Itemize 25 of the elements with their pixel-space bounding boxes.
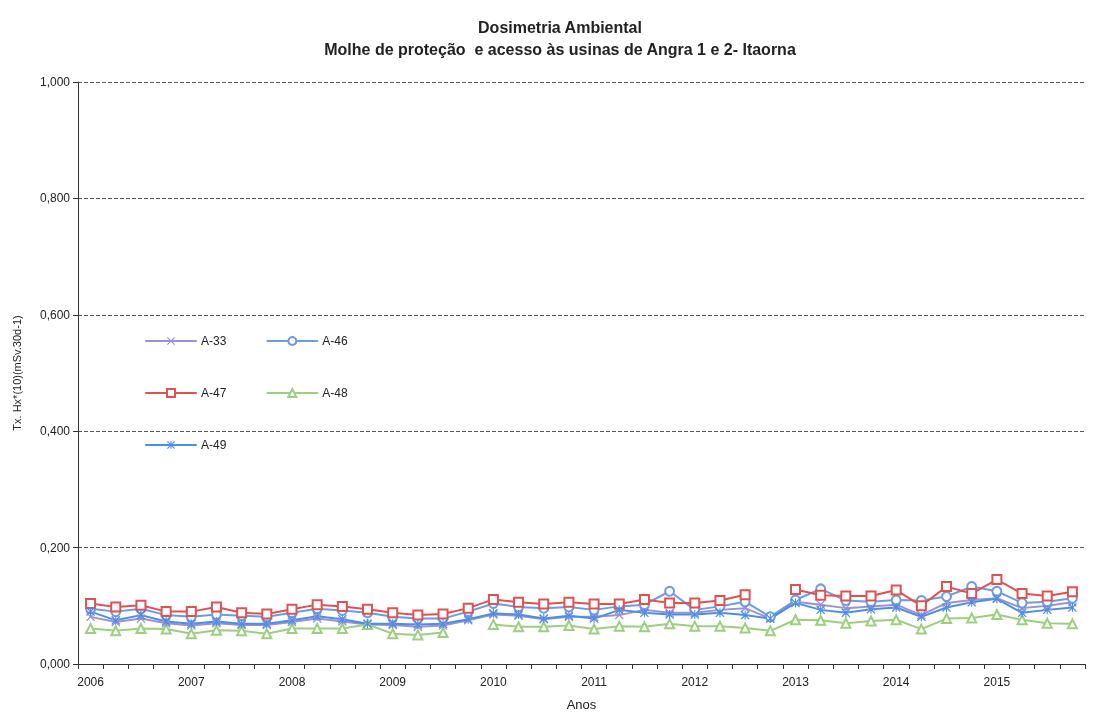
y-axis-title: Tx. Hx*(10)(mSv.30d-1) — [10, 315, 23, 431]
x-tick-label: 2010 — [480, 675, 508, 689]
x-tick-label: 2007 — [177, 675, 205, 689]
x-tick-label: 2015 — [983, 675, 1011, 689]
legend-label: A-47 — [201, 386, 227, 400]
y-tick-label: 0,400 — [39, 424, 71, 439]
y-tick-label: 0,200 — [39, 540, 71, 555]
x-tick-label: 2011 — [581, 675, 608, 689]
y-tick-label: 0,000 — [39, 657, 71, 671]
chart-subtitle: Molhe de proteção e acesso às usinas de Angra 1 e 2- Itaorna — [324, 40, 796, 58]
legend-label: A-49 — [201, 438, 227, 452]
x-axis-title: Anos — [566, 697, 597, 712]
x-tick-label: 2009 — [379, 675, 407, 689]
x-tick-label: 2006 — [77, 675, 105, 689]
y-tick-label: 0,800 — [39, 191, 71, 206]
x-tick-label: 2014 — [882, 675, 910, 689]
x-tick-label: 2013 — [782, 675, 810, 689]
legend-label: A-48 — [322, 386, 349, 400]
legend-label: A-33 — [201, 334, 227, 348]
y-tick-label: 0,600 — [39, 307, 71, 322]
chart-title: Dosimetria Ambiental — [478, 18, 642, 36]
y-tick-label: 1,000 — [39, 75, 71, 89]
x-tick-label: 2012 — [681, 675, 709, 689]
x-tick-label: 2008 — [278, 675, 306, 689]
legend-label: A-46 — [322, 334, 349, 348]
